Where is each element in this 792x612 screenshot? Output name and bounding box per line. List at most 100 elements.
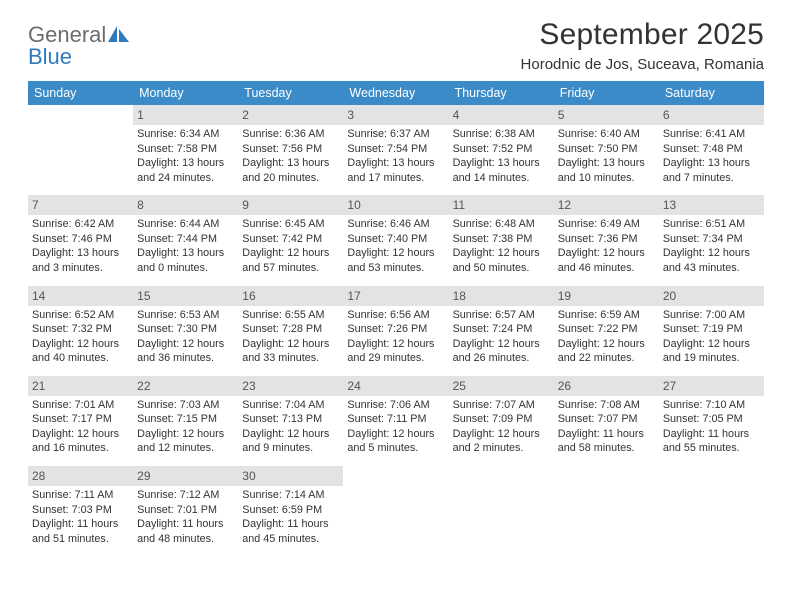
day-cell-line: Daylight: 12 hours	[137, 427, 234, 442]
day-cell: Sunrise: 6:56 AMSunset: 7:26 PMDaylight:…	[343, 306, 448, 376]
day-number-cell: 15	[133, 286, 238, 306]
day-cell-line: Sunset: 7:54 PM	[347, 142, 444, 157]
day-cell-line: Daylight: 13 hours	[137, 246, 234, 261]
day-cell-line: and 3 minutes.	[32, 261, 129, 276]
day-cell-line: Sunset: 7:03 PM	[32, 503, 129, 518]
day-cell-line: Daylight: 12 hours	[663, 246, 760, 261]
day-cell: Sunrise: 6:49 AMSunset: 7:36 PMDaylight:…	[554, 215, 659, 285]
day-number-cell: 10	[343, 195, 448, 215]
day-cell-line: and 36 minutes.	[137, 351, 234, 366]
day-cell: Sunrise: 6:51 AMSunset: 7:34 PMDaylight:…	[659, 215, 764, 285]
day-cell-line: Sunset: 7:11 PM	[347, 412, 444, 427]
day-cell-line: Sunrise: 7:03 AM	[137, 398, 234, 413]
col-sunday: Sunday	[28, 81, 133, 105]
day-cell-line: and 53 minutes.	[347, 261, 444, 276]
day-cell-line: Daylight: 11 hours	[137, 517, 234, 532]
day-number-cell: 19	[554, 286, 659, 306]
day-data-row: Sunrise: 7:01 AMSunset: 7:17 PMDaylight:…	[28, 396, 764, 466]
day-cell-line: and 55 minutes.	[663, 441, 760, 456]
day-cell-line: Sunset: 7:28 PM	[242, 322, 339, 337]
day-cell-line: Sunset: 7:09 PM	[453, 412, 550, 427]
day-cell-line: and 7 minutes.	[663, 171, 760, 186]
day-number-row: 78910111213	[28, 195, 764, 215]
day-cell-line: Daylight: 12 hours	[347, 337, 444, 352]
day-cell-line: Sunset: 7:36 PM	[558, 232, 655, 247]
day-cell-line: and 17 minutes.	[347, 171, 444, 186]
sail-icon	[108, 26, 130, 49]
calendar-body: 123456Sunrise: 6:34 AMSunset: 7:58 PMDay…	[28, 105, 764, 556]
day-cell-line: Sunrise: 6:59 AM	[558, 308, 655, 323]
day-cell	[554, 486, 659, 556]
day-cell: Sunrise: 6:45 AMSunset: 7:42 PMDaylight:…	[238, 215, 343, 285]
day-cell-line: and 40 minutes.	[32, 351, 129, 366]
day-cell-line: Daylight: 12 hours	[32, 337, 129, 352]
day-cell-line: Daylight: 12 hours	[242, 427, 339, 442]
day-cell-line: Sunset: 7:38 PM	[453, 232, 550, 247]
day-cell-line: Daylight: 12 hours	[347, 427, 444, 442]
day-cell: Sunrise: 6:57 AMSunset: 7:24 PMDaylight:…	[449, 306, 554, 376]
day-cell-line: Sunset: 7:56 PM	[242, 142, 339, 157]
day-cell-line: Sunset: 7:15 PM	[137, 412, 234, 427]
day-cell: Sunrise: 6:59 AMSunset: 7:22 PMDaylight:…	[554, 306, 659, 376]
day-cell-line: and 46 minutes.	[558, 261, 655, 276]
day-cell: Sunrise: 6:44 AMSunset: 7:44 PMDaylight:…	[133, 215, 238, 285]
day-number-cell: 4	[449, 105, 554, 125]
day-cell-line: Sunset: 7:01 PM	[137, 503, 234, 518]
day-cell	[28, 125, 133, 195]
day-cell-line: Sunrise: 7:14 AM	[242, 488, 339, 503]
day-cell-line: and 24 minutes.	[137, 171, 234, 186]
day-number-cell: 21	[28, 376, 133, 396]
day-cell: Sunrise: 6:34 AMSunset: 7:58 PMDaylight:…	[133, 125, 238, 195]
day-cell-line: and 33 minutes.	[242, 351, 339, 366]
day-cell-line: Daylight: 12 hours	[558, 337, 655, 352]
day-number-cell: 9	[238, 195, 343, 215]
day-number-row: 123456	[28, 105, 764, 125]
day-cell-line: Sunrise: 6:53 AM	[137, 308, 234, 323]
day-cell-line: Sunrise: 6:34 AM	[137, 127, 234, 142]
day-number-row: 21222324252627	[28, 376, 764, 396]
day-cell-line: Daylight: 12 hours	[32, 427, 129, 442]
day-number-cell: 26	[554, 376, 659, 396]
day-cell-line: and 26 minutes.	[453, 351, 550, 366]
day-cell-line: Sunrise: 6:42 AM	[32, 217, 129, 232]
day-cell-line: Daylight: 13 hours	[242, 156, 339, 171]
day-cell: Sunrise: 7:03 AMSunset: 7:15 PMDaylight:…	[133, 396, 238, 466]
title-block: September 2025 Horodnic de Jos, Suceava,…	[28, 18, 764, 73]
day-cell-line: Daylight: 11 hours	[242, 517, 339, 532]
day-cell-line: and 50 minutes.	[453, 261, 550, 276]
day-cell-line: Sunrise: 6:55 AM	[242, 308, 339, 323]
day-cell-line: Sunrise: 6:52 AM	[32, 308, 129, 323]
day-number-cell: 25	[449, 376, 554, 396]
day-number-cell: 27	[659, 376, 764, 396]
day-cell-line: Daylight: 13 hours	[558, 156, 655, 171]
day-cell-line: Sunset: 7:42 PM	[242, 232, 339, 247]
day-cell-line: Sunrise: 6:44 AM	[137, 217, 234, 232]
day-cell-line: Sunrise: 6:41 AM	[663, 127, 760, 142]
day-cell	[659, 486, 764, 556]
day-cell: Sunrise: 7:08 AMSunset: 7:07 PMDaylight:…	[554, 396, 659, 466]
day-number-cell: 17	[343, 286, 448, 306]
day-data-row: Sunrise: 6:42 AMSunset: 7:46 PMDaylight:…	[28, 215, 764, 285]
day-cell-line: Sunrise: 7:00 AM	[663, 308, 760, 323]
day-cell-line: Daylight: 12 hours	[242, 246, 339, 261]
day-cell-line: Daylight: 11 hours	[32, 517, 129, 532]
day-cell-line: Sunset: 7:19 PM	[663, 322, 760, 337]
day-number-cell: 30	[238, 466, 343, 486]
day-cell	[343, 486, 448, 556]
day-number-cell: 13	[659, 195, 764, 215]
day-cell-line: Sunrise: 6:49 AM	[558, 217, 655, 232]
day-cell-line: Sunset: 7:07 PM	[558, 412, 655, 427]
day-cell: Sunrise: 6:52 AMSunset: 7:32 PMDaylight:…	[28, 306, 133, 376]
day-number-cell: 3	[343, 105, 448, 125]
day-cell: Sunrise: 7:00 AMSunset: 7:19 PMDaylight:…	[659, 306, 764, 376]
day-cell-line: Sunrise: 6:56 AM	[347, 308, 444, 323]
day-cell-line: Daylight: 12 hours	[137, 337, 234, 352]
day-number-cell: 11	[449, 195, 554, 215]
day-number-cell: 7	[28, 195, 133, 215]
day-cell: Sunrise: 6:53 AMSunset: 7:30 PMDaylight:…	[133, 306, 238, 376]
day-number-cell: 16	[238, 286, 343, 306]
day-cell-line: Sunrise: 6:57 AM	[453, 308, 550, 323]
day-number-cell: 24	[343, 376, 448, 396]
day-cell-line: Sunrise: 7:01 AM	[32, 398, 129, 413]
day-cell-line: Sunrise: 7:04 AM	[242, 398, 339, 413]
